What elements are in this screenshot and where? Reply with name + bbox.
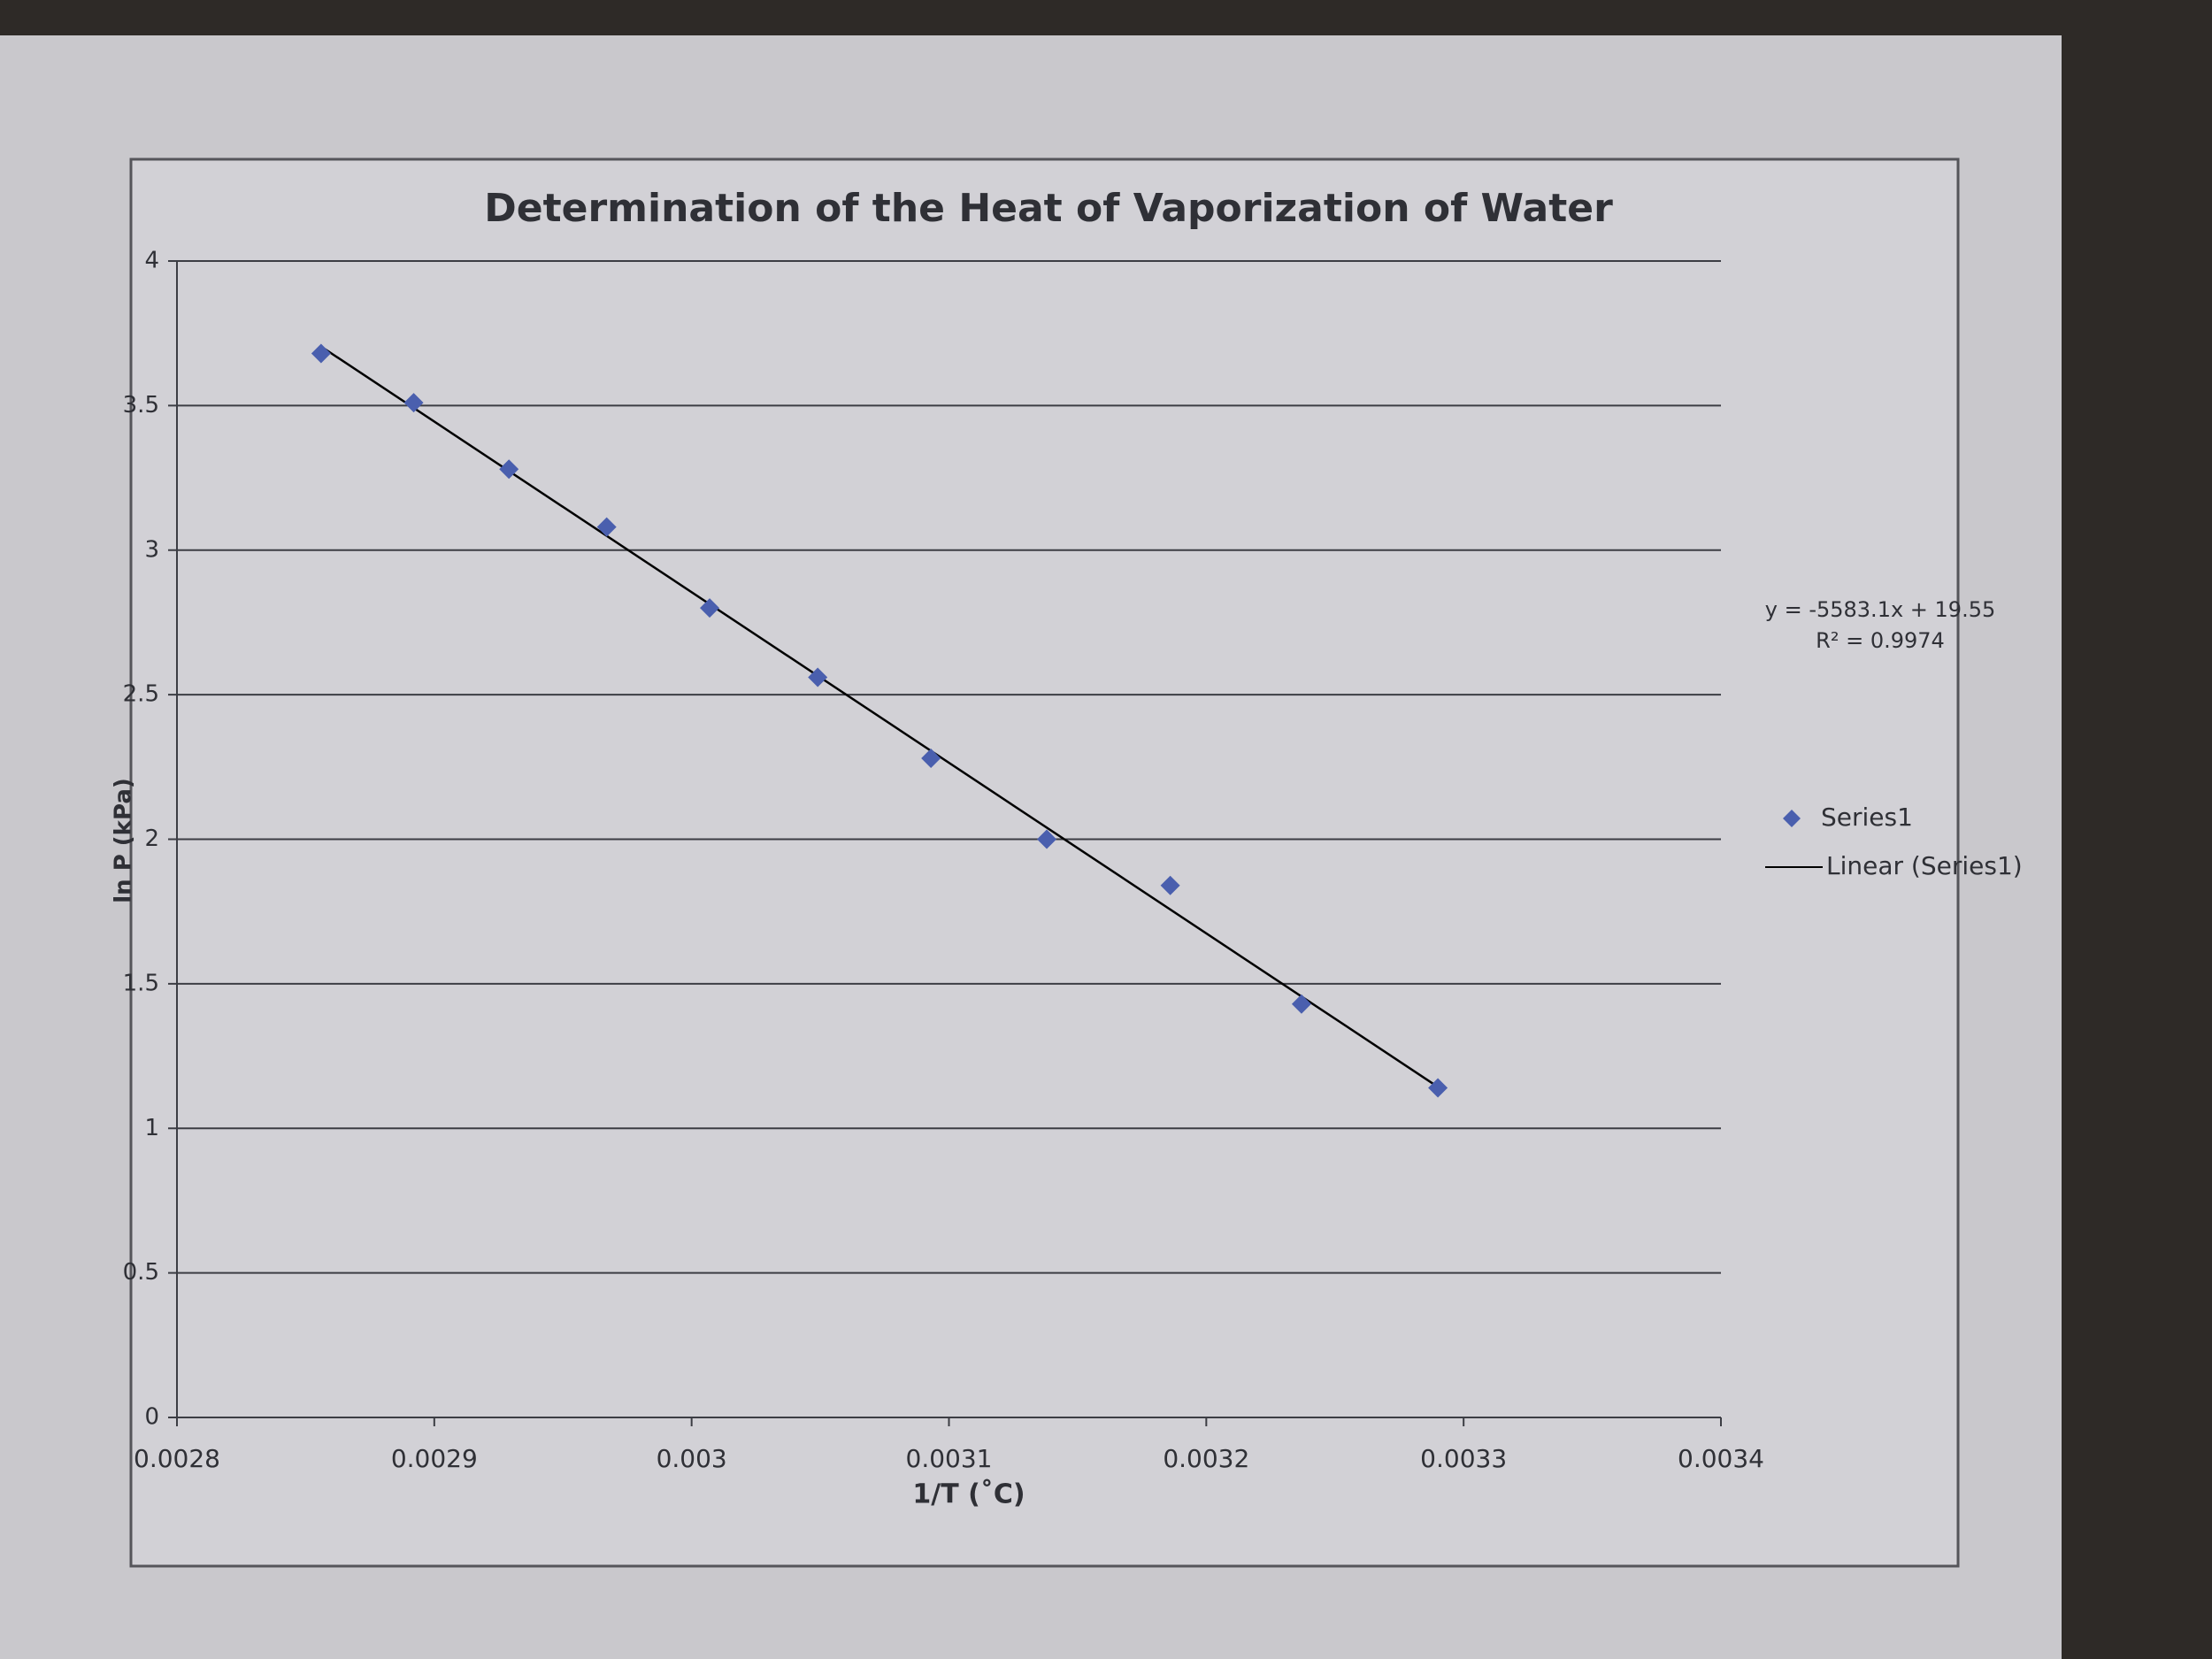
y-tick-label: 1 [144, 1115, 159, 1141]
data-point [921, 749, 941, 769]
x-tick-label: 0.0034 [1678, 1444, 1764, 1473]
y-tick-label: 0.5 [123, 1259, 159, 1286]
legend-label: Linear (Series1) [1826, 851, 2023, 880]
data-point [596, 517, 617, 537]
data-point [700, 598, 720, 618]
x-tick-label: 0.0031 [906, 1444, 993, 1473]
data-point [808, 667, 828, 687]
data-point [1291, 994, 1311, 1014]
trend-equation: y = -5583.1x + 19.55 [1765, 597, 1995, 622]
y-axis-label: ln P (kPa) [111, 778, 137, 903]
data-point [1428, 1078, 1448, 1098]
chart-border [129, 157, 1960, 1568]
x-tick-label: 0.003 [657, 1444, 727, 1473]
data-point [1160, 875, 1180, 895]
x-tick-label: 0.0033 [1420, 1444, 1507, 1473]
x-axis-label: 1/T (˚C) [912, 1479, 1025, 1510]
x-tick-label: 0.0029 [391, 1444, 478, 1473]
y-tick-label: 3.5 [123, 392, 159, 419]
legend-label: Series1 [1821, 803, 1913, 832]
y-tick-label: 3 [144, 536, 159, 563]
data-point [1037, 829, 1057, 849]
y-tick-label: 2.5 [123, 681, 159, 708]
y-tick-label: 0 [144, 1404, 159, 1431]
data-point [499, 459, 519, 480]
y-tick-label: 4 [144, 248, 159, 274]
y-tick-label: 2 [144, 826, 159, 852]
legend-marker [1783, 810, 1801, 827]
trend-r-squared: R² = 0.9974 [1816, 628, 1945, 653]
x-tick-label: 0.0032 [1163, 1444, 1249, 1473]
data-point [403, 393, 424, 413]
data-point [311, 343, 331, 364]
chart-title: Determination of the Heat of Vaporizatio… [484, 186, 1613, 231]
x-tick-label: 0.0028 [134, 1444, 220, 1473]
y-tick-label: 1.5 [123, 970, 159, 996]
